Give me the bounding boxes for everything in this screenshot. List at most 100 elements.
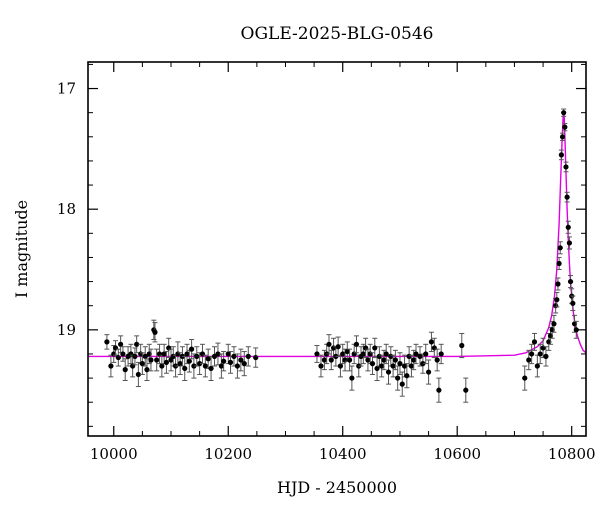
data-point [566,236,573,250]
point-marker [241,361,247,367]
y-axis-label: I magnitude [12,200,31,298]
point-marker [218,363,224,369]
data-point [152,322,158,343]
point-marker [360,351,366,357]
point-marker [115,354,121,361]
point-marker [326,341,332,347]
point-marker [245,353,251,359]
data-point [558,149,564,161]
y-tick-label: 17 [57,80,76,98]
data-point [436,377,442,403]
point-marker [122,367,128,373]
data-point [563,161,569,173]
data-point [202,354,208,378]
point-marker [526,357,532,363]
point-marker [132,353,138,359]
point-marker [346,357,353,363]
data-point [245,346,251,367]
data-point [385,359,392,385]
data-point [182,355,188,382]
data-point [570,295,576,312]
point-marker [318,363,324,369]
point-marker [395,375,401,381]
data-point [318,354,324,378]
data-point [208,355,214,382]
point-marker [337,363,344,369]
data-point [189,338,195,360]
point-marker [314,351,320,357]
chart-title: OGLE-2025-BLG-0546 [241,24,434,44]
data-point [565,220,571,234]
data-point [108,354,114,378]
x-tick-label: 10200 [204,445,252,463]
data-point [184,343,190,365]
point-marker [335,344,341,350]
point-marker [372,345,378,351]
point-marker [349,375,355,381]
point-marker [565,224,571,230]
point-marker [390,363,396,369]
data-point [556,256,562,271]
data-point [438,343,444,365]
data-point [139,352,145,375]
data-point [543,346,549,367]
data-point [128,343,134,365]
point-marker [194,353,200,359]
point-marker [340,351,346,357]
point-marker [225,351,231,357]
data-point [344,341,350,362]
point-marker [562,124,568,130]
points-layer [104,108,579,403]
data-point [253,347,259,368]
point-marker [231,353,237,359]
point-marker [556,260,562,267]
point-marker [436,387,442,393]
data-point [529,343,535,365]
point-marker [404,373,410,379]
data-point [554,291,560,308]
data-point [211,346,218,367]
point-marker [399,381,405,387]
point-marker [385,369,392,375]
data-point [557,241,563,255]
point-marker [559,134,566,140]
data-point [564,191,570,203]
data-point [561,108,567,117]
point-marker [555,281,561,287]
ticks-layer: 10000 10200 10400 10600 10800 17 18 19 [57,62,596,463]
point-marker [428,339,435,345]
data-point [234,353,240,379]
data-point [241,351,247,377]
point-marker [397,361,403,367]
point-marker [365,357,371,363]
point-marker [139,361,145,367]
data-point [122,358,128,382]
point-marker [459,342,465,349]
point-marker [186,358,192,364]
data-point [531,332,538,351]
data-point [314,345,320,363]
data-point [537,343,543,365]
point-marker [144,367,150,373]
point-marker [208,365,214,372]
data-point [353,335,360,354]
point-marker [529,351,535,357]
data-point [144,358,150,382]
point-marker [531,339,538,345]
point-marker [134,341,140,347]
x-tick-label: 10400 [319,445,367,463]
point-marker [108,363,114,369]
y-tick-label: 19 [57,321,76,339]
point-marker [567,278,574,285]
point-marker [353,341,360,347]
point-marker [112,345,119,351]
point-marker [369,361,376,367]
data-point [227,351,234,374]
point-marker [328,357,334,363]
point-marker [152,329,158,335]
data-point [555,277,561,291]
data-point [199,343,206,365]
point-marker [431,345,437,351]
point-marker [557,245,563,251]
